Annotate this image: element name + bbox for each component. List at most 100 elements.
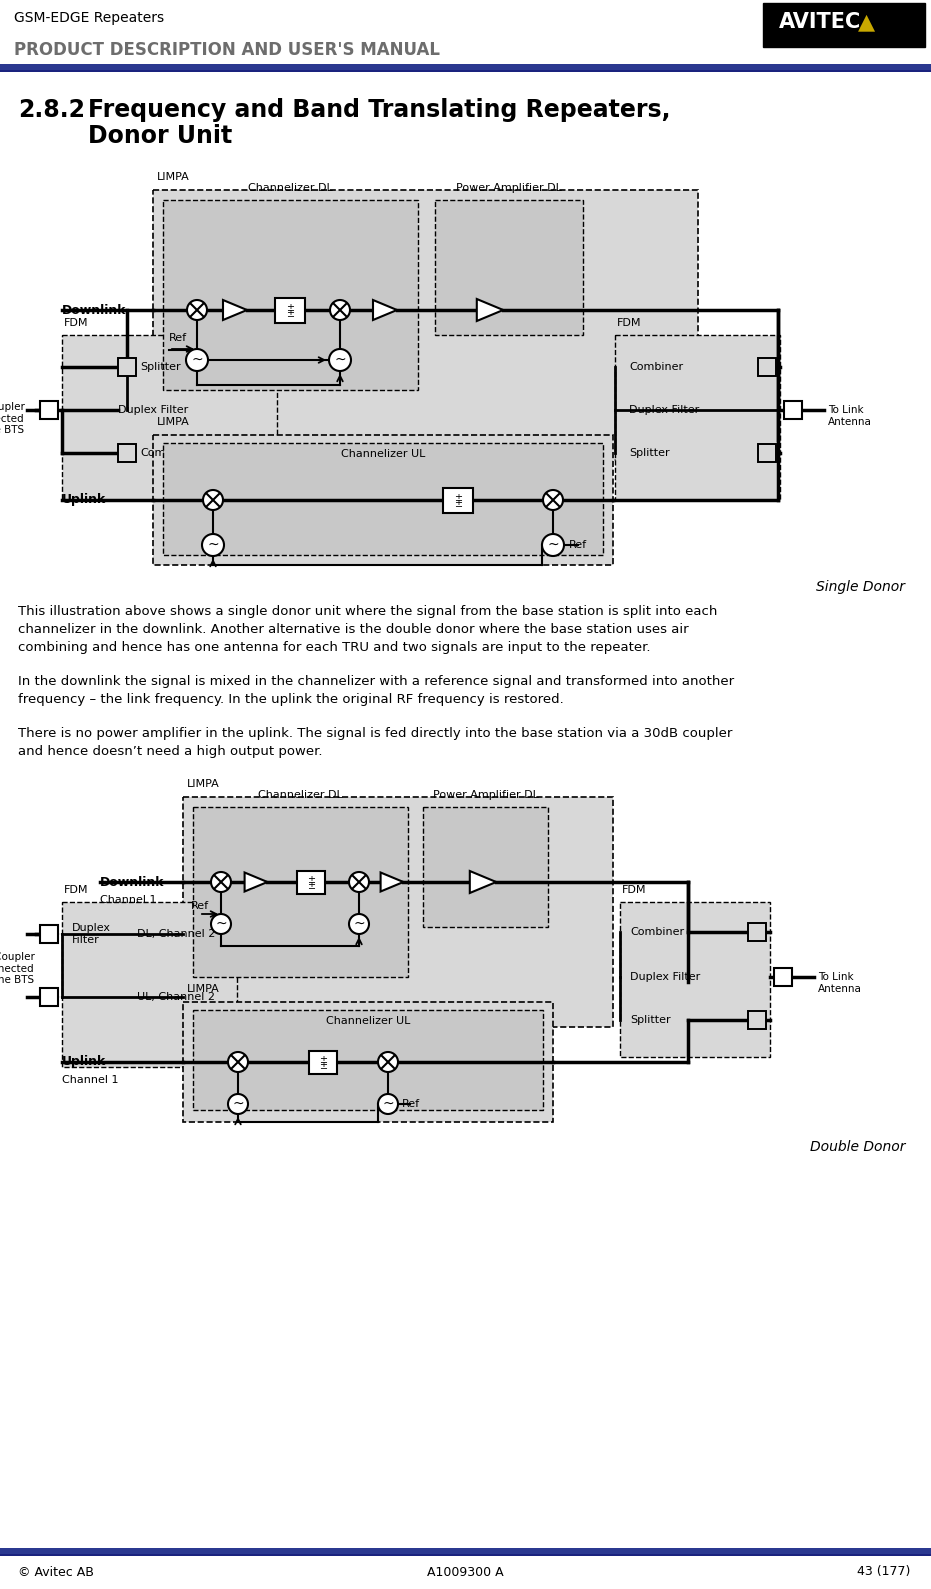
- Text: ▲: ▲: [858, 13, 875, 32]
- Bar: [774, 968, 792, 987]
- Text: To Coupler
connected
to the BTS: To Coupler connected to the BTS: [0, 952, 34, 985]
- Circle shape: [211, 914, 231, 934]
- Text: ~: ~: [208, 539, 219, 551]
- Text: S: S: [753, 1015, 761, 1025]
- Text: ~: ~: [383, 1096, 394, 1111]
- Bar: [784, 400, 802, 419]
- Text: Combiner: Combiner: [140, 448, 195, 458]
- Text: FDM: FDM: [622, 885, 646, 895]
- Bar: [748, 1011, 766, 1030]
- Text: Downlink: Downlink: [100, 876, 165, 888]
- Text: AVITEC: AVITEC: [779, 13, 861, 32]
- Text: C: C: [753, 926, 761, 938]
- Text: ±: ±: [454, 499, 462, 508]
- Text: Splitter: Splitter: [630, 1015, 670, 1025]
- Bar: [193, 807, 408, 977]
- Text: S: S: [763, 448, 771, 458]
- Circle shape: [378, 1052, 398, 1073]
- Bar: [615, 335, 780, 501]
- Text: Channel 1: Channel 1: [100, 895, 156, 906]
- Circle shape: [211, 872, 231, 891]
- Text: Uplink: Uplink: [62, 494, 106, 507]
- Text: UL, Channel 2: UL, Channel 2: [137, 992, 215, 1003]
- Bar: [0, 1554, 931, 1556]
- Bar: [163, 200, 418, 389]
- Text: To Link
Antenna: To Link Antenna: [818, 972, 862, 993]
- Bar: [309, 1050, 337, 1074]
- Circle shape: [203, 489, 223, 510]
- Circle shape: [186, 350, 208, 370]
- Text: PRODUCT DESCRIPTION AND USER'S MANUAL: PRODUCT DESCRIPTION AND USER'S MANUAL: [14, 41, 440, 59]
- Text: Power Amplifier DL: Power Amplifier DL: [456, 183, 562, 192]
- Text: There is no power amplifier in the uplink. The signal is fed directly into the b: There is no power amplifier in the uplin…: [18, 728, 733, 758]
- Text: LIMPA: LIMPA: [157, 416, 190, 427]
- Circle shape: [349, 872, 369, 891]
- Circle shape: [202, 534, 224, 556]
- Circle shape: [228, 1052, 248, 1073]
- Bar: [443, 488, 473, 513]
- Text: ~: ~: [547, 539, 559, 551]
- Text: This illustration above shows a single donor unit where the signal from the base: This illustration above shows a single d…: [18, 605, 718, 655]
- Text: Channel 1: Channel 1: [62, 1076, 118, 1085]
- Text: Combiner: Combiner: [629, 362, 683, 372]
- Text: D: D: [789, 405, 797, 415]
- Circle shape: [228, 1093, 248, 1114]
- Text: Channelizer DL: Channelizer DL: [249, 183, 333, 192]
- Text: Channelizer DL: Channelizer DL: [258, 790, 343, 799]
- Text: Combiner: Combiner: [630, 926, 684, 938]
- Text: Double Donor: Double Donor: [809, 1139, 905, 1154]
- Bar: [0, 1548, 931, 1554]
- Bar: [183, 798, 613, 1026]
- Bar: [758, 358, 776, 377]
- Text: Single Donor: Single Donor: [816, 580, 905, 594]
- Text: DL, Channel 2: DL, Channel 2: [137, 930, 215, 939]
- Text: Uplink: Uplink: [62, 1055, 106, 1068]
- Text: ~: ~: [334, 353, 345, 367]
- Text: FDM: FDM: [64, 885, 88, 895]
- Bar: [193, 1011, 543, 1111]
- Text: ±: ±: [286, 308, 294, 319]
- Polygon shape: [245, 872, 267, 891]
- Text: Splitter: Splitter: [140, 362, 181, 372]
- Bar: [183, 1003, 553, 1122]
- Bar: [153, 435, 613, 566]
- Text: ±: ±: [454, 493, 462, 504]
- Bar: [40, 988, 58, 1006]
- Circle shape: [543, 489, 563, 510]
- Circle shape: [329, 350, 351, 370]
- Text: Frequency and Band Translating Repeaters,: Frequency and Band Translating Repeaters…: [88, 99, 670, 122]
- Text: ~: ~: [215, 917, 227, 931]
- Text: Duplex
Filter: Duplex Filter: [72, 923, 111, 945]
- Text: Downlink: Downlink: [62, 303, 127, 316]
- Text: Splitter: Splitter: [629, 448, 669, 458]
- Text: D: D: [45, 405, 53, 415]
- Circle shape: [349, 914, 369, 934]
- Text: Channelizer UL: Channelizer UL: [326, 1015, 411, 1026]
- Text: GSM-EDGE Repeaters: GSM-EDGE Repeaters: [14, 11, 164, 25]
- Polygon shape: [477, 299, 503, 321]
- Bar: [118, 443, 136, 462]
- Bar: [62, 335, 277, 501]
- Text: D: D: [778, 972, 788, 982]
- Text: 2.8.2: 2.8.2: [18, 99, 85, 122]
- Text: ±: ±: [319, 1055, 327, 1065]
- Text: C: C: [123, 448, 131, 458]
- Text: LIMPA: LIMPA: [187, 984, 220, 995]
- Text: D: D: [45, 992, 53, 1003]
- Bar: [758, 443, 776, 462]
- Text: Donor Unit: Donor Unit: [88, 124, 232, 148]
- Circle shape: [378, 1093, 398, 1114]
- Text: A1009300 A: A1009300 A: [426, 1565, 504, 1578]
- Bar: [435, 200, 583, 335]
- Bar: [620, 903, 770, 1057]
- Text: ±: ±: [307, 880, 315, 891]
- Bar: [40, 400, 58, 419]
- Bar: [763, 3, 925, 48]
- Text: Power Amplifier DL: Power Amplifier DL: [433, 790, 538, 799]
- Text: FDM: FDM: [64, 318, 88, 327]
- Bar: [62, 903, 237, 1066]
- Text: Ref: Ref: [569, 540, 587, 550]
- Bar: [0, 70, 931, 72]
- Text: ~: ~: [232, 1096, 244, 1111]
- Bar: [748, 923, 766, 941]
